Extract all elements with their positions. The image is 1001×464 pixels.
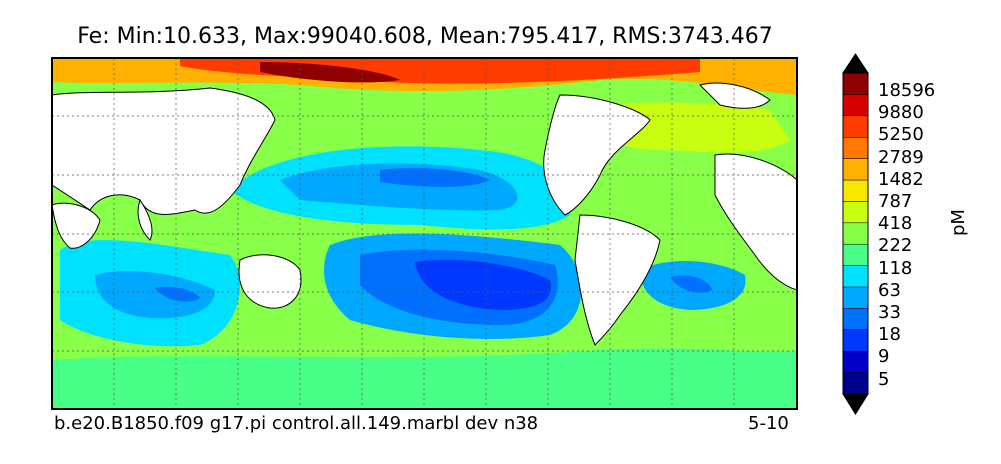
indian-ocean-min [155, 286, 200, 302]
colorbar-segment [842, 94, 869, 117]
arctic-max [260, 62, 400, 83]
colorbar-top-arrow [842, 53, 869, 74]
colorbar-segment [842, 179, 869, 202]
south-atlantic-min [670, 275, 712, 293]
south-america [574, 214, 661, 346]
colorbar-segment [842, 158, 869, 181]
australia [238, 254, 302, 309]
colorbar-bottom-arrow [842, 393, 869, 415]
africa-west [714, 153, 797, 291]
colorbar-tick-label: 222 [878, 235, 913, 257]
colorbar-tick-label: 9880 [878, 102, 924, 124]
colorbar-segment [842, 72, 869, 95]
colorbar-tick-label: 418 [878, 213, 913, 235]
colorbar-tick-label: 5250 [878, 124, 924, 146]
indian-ocean-core [95, 270, 215, 319]
colorbar-segment [842, 201, 869, 224]
colorbar-segment [842, 265, 869, 288]
continents [52, 82, 797, 346]
greenland-europe [699, 82, 771, 109]
colorbar-tick-label: 787 [878, 191, 913, 212]
colorbar-tick-label: 118 [878, 257, 913, 279]
map-grid [52, 58, 797, 409]
colorbar-segment [842, 308, 869, 331]
india [137, 198, 153, 241]
eurasia-west [52, 87, 276, 215]
south-pacific-min [415, 259, 551, 310]
north-america [543, 94, 651, 216]
colorbar-segment [842, 222, 869, 245]
colorbar-segment [842, 286, 869, 309]
colorbar-tick-label: 18 [878, 324, 901, 346]
colorbar-frame [842, 72, 869, 395]
colorbar-segment [842, 136, 869, 159]
run-caption: b.e20.B1850.f09 g17.pi control.all.149.m… [54, 413, 539, 434]
north-pacific-min [380, 168, 490, 187]
colorbar-unit: pM [948, 209, 969, 236]
africa-east [52, 202, 101, 249]
depth-caption: 5-10 [748, 413, 789, 434]
colorbar-segment [842, 372, 869, 395]
colorbar-segments [842, 72, 869, 395]
colorbar-segment [842, 115, 869, 138]
map-frame [51, 57, 798, 410]
colorbar-segment [842, 329, 869, 352]
colorbar-tick-label: 63 [878, 279, 901, 301]
colorbar-tick-label: 2789 [878, 146, 924, 168]
colorbar-segment [842, 350, 869, 373]
colorbar-tick-label: 9 [878, 346, 890, 368]
colorbar-tick-label: 33 [878, 302, 901, 323]
colorbar-tick-label: 5 [878, 368, 890, 390]
colorbar-segment [842, 243, 869, 266]
plot-title: Fe: Min:10.633, Max:99040.608, Mean:795.… [77, 24, 773, 49]
colorbar-tick-label: 18596 [878, 80, 936, 101]
colorbar-tick-label: 1482 [878, 168, 924, 190]
